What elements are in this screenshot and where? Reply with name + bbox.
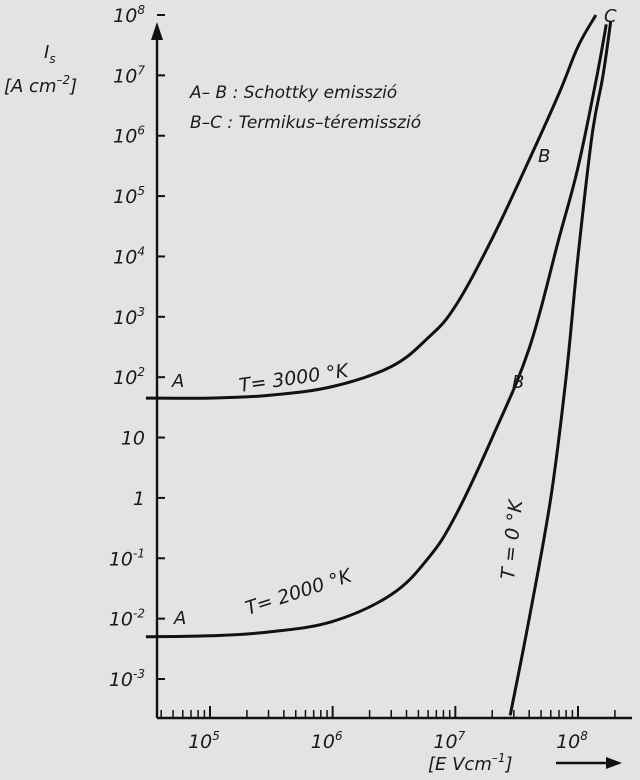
labels: A– B : Schottky emisszió B–C : Termikus–… — [4, 3, 617, 775]
y-tick-label: 107 — [113, 63, 145, 87]
axes — [151, 14, 632, 769]
curve-t0 — [508, 20, 613, 716]
x-tick-label: 106 — [311, 729, 343, 753]
point-a-2000: A — [173, 608, 186, 629]
y-axis-arrow — [151, 22, 163, 40]
x-axis-unit: [E Vcm–1] — [428, 751, 513, 775]
y-tick-label: 10 — [121, 428, 145, 450]
y-tick-label: 108 — [113, 3, 145, 27]
x-tick-label: 108 — [556, 729, 588, 753]
point-c: C — [604, 6, 617, 27]
y-tick-label: 1 — [133, 488, 145, 510]
y-tick-label: 104 — [113, 244, 145, 268]
point-b-2000: B — [512, 372, 524, 393]
y-tick-label: 106 — [113, 124, 145, 148]
curves — [145, 14, 613, 716]
curve-label-t2000: T= 2000 °K — [243, 564, 356, 619]
y-tick-label: 105 — [113, 184, 145, 208]
curve-t2000 — [145, 24, 608, 639]
y-axis-unit: [A cm–2] — [4, 73, 77, 97]
y-tick-label: 10-3 — [109, 667, 145, 691]
point-b-3000: B — [538, 146, 550, 167]
legend-line-2: B–C : Termikus–téremisszió — [190, 113, 421, 133]
y-tick-label: 10-2 — [109, 607, 145, 631]
y-tick-label: 103 — [113, 305, 145, 329]
y-tick-label: 102 — [113, 365, 145, 389]
x-axis-arrow-head — [606, 757, 622, 769]
x-tick-label: 105 — [188, 729, 220, 753]
curve-t3000 — [145, 14, 598, 400]
y-axis-label: Is — [44, 42, 56, 66]
curve-label-t0: T = 0 °K — [497, 497, 527, 580]
point-a-3000: A — [171, 371, 184, 392]
y-tick-label: 10-1 — [109, 546, 145, 570]
legend-line-1: A– B : Schottky emisszió — [189, 83, 397, 103]
x-tick-label: 107 — [433, 729, 465, 753]
